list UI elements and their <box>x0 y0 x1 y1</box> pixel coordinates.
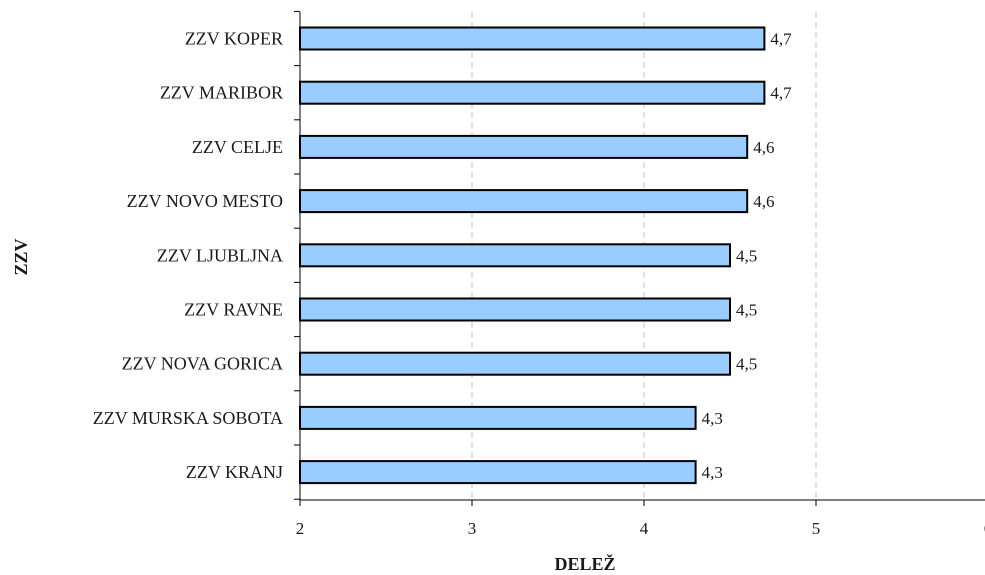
category-label: ZZV LJUBLJNA <box>157 245 283 265</box>
value-labels: 4,7 4,7 4,6 4,6 4,5 4,5 4,5 4,3 4,3 <box>702 30 793 483</box>
value-label: 4,7 <box>770 84 792 103</box>
value-label: 4,7 <box>770 30 792 49</box>
value-label: 4,6 <box>753 138 774 157</box>
x-tick-label: 3 <box>468 519 477 538</box>
bar <box>299 405 697 430</box>
bar <box>299 80 766 105</box>
category-label: ZZV MARIBOR <box>160 83 283 103</box>
category-label: ZZV NOVO MESTO <box>127 191 283 211</box>
bar <box>299 243 731 268</box>
value-label: 4,5 <box>736 246 757 265</box>
value-label: 4,6 <box>753 192 774 211</box>
y-axis-title: ZZV <box>11 238 31 275</box>
bar <box>299 134 749 159</box>
bar <box>299 351 731 376</box>
x-tick-label: 2 <box>296 519 305 538</box>
x-tick-label: 5 <box>812 519 821 538</box>
category-label: ZZV MURSKA SOBOTA <box>93 408 283 428</box>
value-label: 4,5 <box>736 301 757 320</box>
category-label: ZZV KRANJ <box>186 462 283 482</box>
bar <box>299 297 731 322</box>
category-label: ZZV RAVNE <box>184 300 283 320</box>
category-labels: ZZV KOPER ZZV MARIBOR ZZV CELJE ZZV NOVO ME… <box>93 29 283 483</box>
category-label: ZZV NOVA GORICA <box>122 354 283 374</box>
category-label: ZZV KOPER <box>185 29 283 49</box>
bar <box>299 460 697 485</box>
value-label: 4,5 <box>736 355 757 374</box>
axes-group <box>294 10 985 506</box>
bar <box>299 26 766 51</box>
bar <box>299 189 749 214</box>
category-label: ZZV CELJE <box>192 137 283 157</box>
value-label: 4,3 <box>702 463 723 482</box>
value-label: 4,3 <box>702 409 723 428</box>
x-axis-title: DELEŽ <box>554 553 615 574</box>
x-tick-label: 4 <box>640 519 649 538</box>
x-tick-labels: 2 3 4 5 6 <box>296 519 985 538</box>
x-tick-label: 6 <box>984 519 985 538</box>
bars-group <box>299 26 766 485</box>
